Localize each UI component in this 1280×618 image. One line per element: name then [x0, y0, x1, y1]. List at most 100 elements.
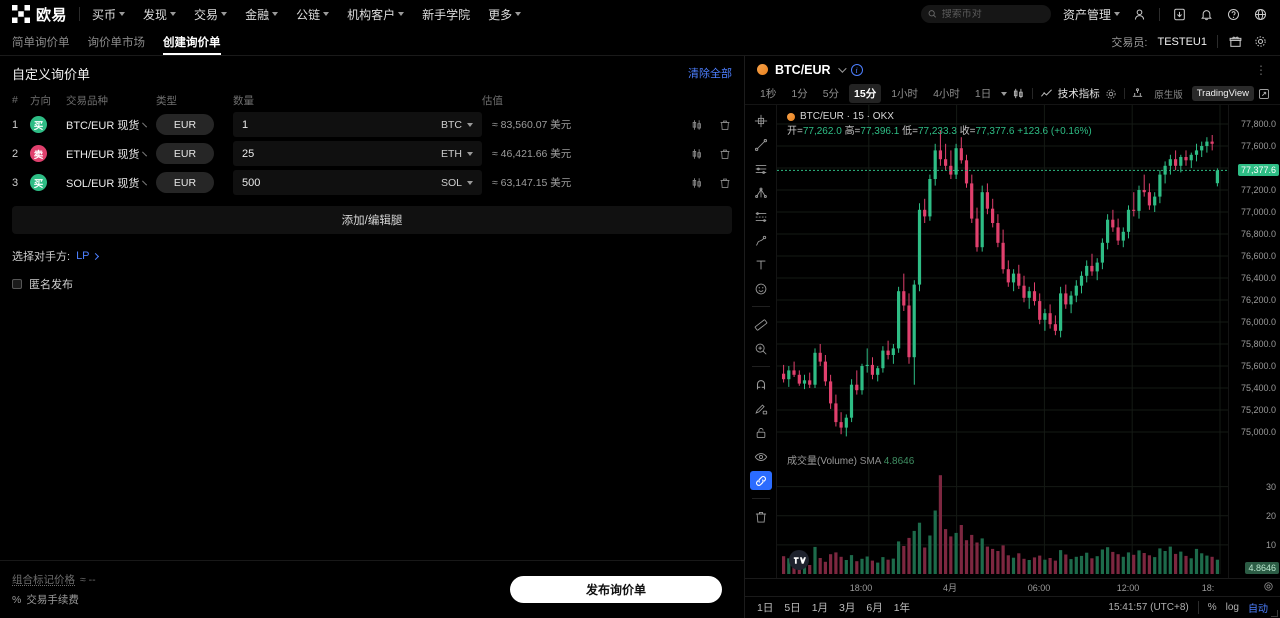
symbol-selector[interactable]: BTC/EUR 现货 [66, 117, 148, 133]
nav-item-chain[interactable]: 公链 [296, 6, 330, 23]
scale-percent-toggle[interactable]: % [1207, 602, 1217, 613]
fee-row[interactable]: % 交易手续费 [12, 592, 96, 607]
range-6m[interactable]: 6月 [866, 602, 883, 614]
status-badge[interactable]: 卖 [30, 145, 47, 162]
quantity-input[interactable] [242, 147, 441, 160]
quantity-input[interactable] [242, 176, 441, 189]
currency-type-pill[interactable]: EUR [156, 172, 214, 193]
pencil-lock-icon[interactable] [750, 399, 772, 418]
scale-log-toggle[interactable]: log [1225, 602, 1239, 613]
candlestick-chart-icon[interactable] [689, 146, 704, 161]
resize-handle[interactable] [1271, 610, 1278, 617]
globe-icon[interactable] [1253, 7, 1268, 22]
emoji-icon[interactable] [750, 279, 772, 298]
text-icon[interactable] [750, 255, 772, 274]
lock-icon[interactable] [750, 423, 772, 442]
bell-icon[interactable] [1199, 7, 1214, 22]
user-icon[interactable] [1132, 7, 1147, 22]
ruler-icon[interactable] [750, 315, 772, 334]
help-icon[interactable] [1226, 7, 1241, 22]
quantity-field[interactable]: BTC [233, 112, 482, 137]
unit-selector[interactable]: SOL [441, 177, 473, 189]
timeframe-1s[interactable]: 1秒 [760, 88, 777, 100]
nav-item-discover[interactable]: 发现 [143, 6, 177, 23]
timeframe-1h[interactable]: 1小时 [891, 88, 919, 100]
range-5d[interactable]: 5日 [784, 602, 801, 614]
delete-icon[interactable] [717, 146, 732, 161]
price-axis[interactable]: 77,800.077,600.077,400.077,200.077,000.0… [1228, 105, 1280, 578]
fibonacci-icon[interactable] [750, 207, 772, 226]
chart-menu-icon[interactable]: ⋮ [1255, 62, 1268, 77]
crosshair-icon[interactable] [750, 111, 772, 130]
clear-all-button[interactable]: 清除全部 [688, 68, 732, 80]
nav-item-buy[interactable]: 买币 [92, 6, 126, 23]
anonymous-publish-toggle[interactable]: 匿名发布 [0, 264, 744, 292]
unit-selector[interactable]: BTC [441, 119, 473, 131]
pitchfork-icon[interactable] [750, 183, 772, 202]
eye-hide-icon[interactable] [750, 447, 772, 466]
chart-canvas[interactable]: BTC/EUR · 15 · OKX 开=77,262.0 高=77,396.1… [777, 105, 1228, 578]
publish-rfq-button[interactable]: 发布询价单 [510, 576, 722, 603]
chevron-down-icon[interactable] [1001, 91, 1008, 96]
chart-layout-icon[interactable] [1131, 87, 1144, 100]
range-3m[interactable]: 3月 [839, 602, 856, 614]
range-1y[interactable]: 1年 [893, 602, 911, 614]
scale-auto-toggle[interactable]: 自动 [1248, 604, 1268, 615]
time-axis[interactable]: 18:00 4月 06:00 12:00 18: [745, 578, 1280, 596]
range-1m[interactable]: 1月 [811, 602, 829, 614]
quantity-input[interactable] [242, 118, 441, 131]
trend-line-icon[interactable] [750, 135, 772, 154]
gift-icon[interactable] [1228, 34, 1243, 49]
magnet-icon[interactable] [750, 375, 772, 394]
currency-type-pill[interactable]: EUR [156, 114, 214, 135]
unit-selector[interactable]: ETH [441, 148, 473, 160]
timeframe-1m[interactable]: 1分 [791, 88, 808, 100]
checkbox-icon[interactable] [12, 279, 22, 289]
quantity-field[interactable]: SOL [233, 170, 482, 195]
zoom-in-icon[interactable] [750, 339, 772, 358]
delete-icon[interactable] [717, 117, 732, 132]
info-icon[interactable]: i [850, 63, 863, 76]
tab-simple-rfq[interactable]: 简单询价单 [12, 36, 70, 49]
brand-logo[interactable]: 欧易 [12, 4, 67, 25]
search-input[interactable] [941, 8, 1044, 20]
candlestick-chart-icon[interactable] [689, 117, 704, 132]
chevron-down-icon[interactable] [837, 63, 847, 73]
range-1d[interactable]: 1日 [757, 602, 774, 614]
assets-management-menu[interactable]: 资产管理 [1063, 6, 1120, 23]
nav-item-finance[interactable]: 金融 [245, 6, 279, 23]
fullscreen-icon[interactable] [1258, 88, 1270, 100]
candlestick-chart-icon[interactable] [689, 175, 704, 190]
chart-type-candlestick-icon[interactable] [1012, 87, 1025, 100]
download-icon[interactable] [1172, 7, 1187, 22]
search-box[interactable] [920, 5, 1051, 23]
technical-indicator-button[interactable]: 技术指标 [1057, 88, 1100, 100]
status-badge[interactable]: 买 [30, 174, 47, 191]
version-tradingview[interactable]: TradingView [1191, 86, 1254, 101]
tab-create-rfq[interactable]: 创建询价单 [163, 28, 221, 55]
counterparty-selector[interactable]: LP [76, 250, 99, 262]
brush-icon[interactable] [750, 231, 772, 250]
nav-item-more[interactable]: 更多 [488, 6, 522, 23]
timeframe-15m[interactable]: 15分 [849, 84, 882, 103]
nav-item-institutional[interactable]: 机构客户 [347, 6, 405, 23]
nav-item-trade[interactable]: 交易 [194, 6, 228, 23]
trash-icon[interactable] [750, 507, 772, 526]
symbol-selector[interactable]: SOL/EUR 现货 [66, 175, 148, 191]
link-icon[interactable] [749, 471, 772, 490]
version-native[interactable]: 原生版 [1154, 89, 1183, 101]
indicator-icon[interactable] [1040, 87, 1053, 100]
add-edit-leg-button[interactable]: 添加/编辑腿 [12, 206, 732, 234]
quantity-field[interactable]: ETH [233, 141, 482, 166]
settings-icon[interactable] [1253, 34, 1268, 49]
timeframe-5m[interactable]: 5分 [822, 88, 840, 100]
tradingview-logo-icon[interactable] [789, 550, 809, 570]
timeframe-4h[interactable]: 4小时 [933, 88, 960, 100]
time-axis-settings-icon[interactable] [1263, 581, 1274, 595]
nav-item-academy[interactable]: 新手学院 [422, 6, 470, 23]
timeframe-1d[interactable]: 1日 [974, 88, 992, 100]
currency-type-pill[interactable]: EUR [156, 143, 214, 164]
tab-rfq-market[interactable]: 询价单市场 [87, 36, 146, 49]
horizontal-lines-icon[interactable] [750, 159, 772, 178]
status-badge[interactable]: 买 [30, 116, 47, 133]
